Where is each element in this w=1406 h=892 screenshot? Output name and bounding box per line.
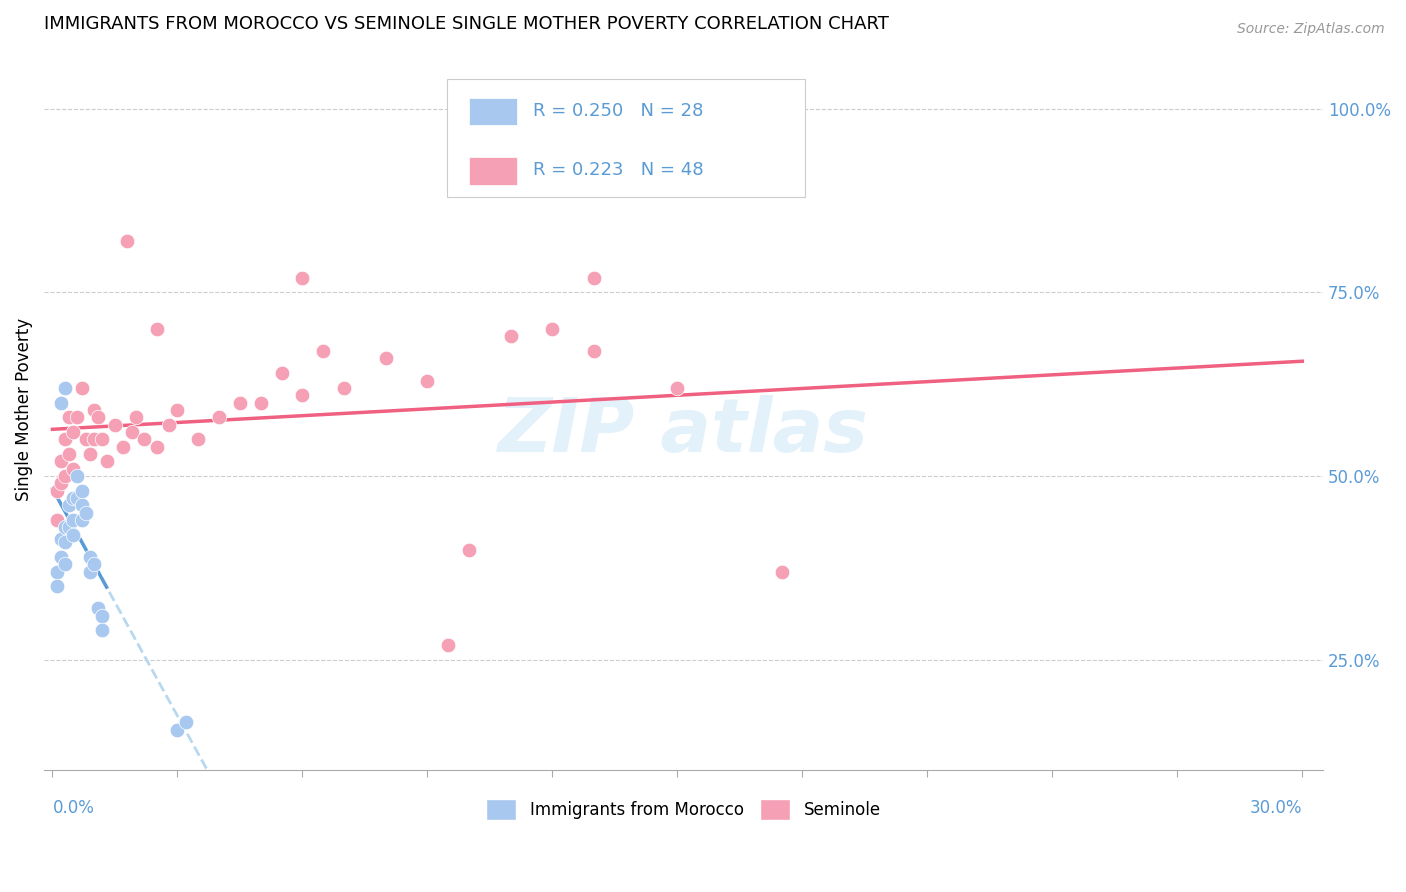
Point <box>291 388 314 402</box>
Point <box>45 579 67 593</box>
Point <box>229 395 252 409</box>
Point <box>66 410 89 425</box>
Text: Source: ZipAtlas.com: Source: ZipAtlas.com <box>1237 22 1385 37</box>
Point <box>416 374 439 388</box>
Point <box>87 410 110 425</box>
Point <box>49 549 72 564</box>
FancyBboxPatch shape <box>468 157 517 185</box>
Point <box>145 322 167 336</box>
Point <box>58 520 80 534</box>
Point <box>83 403 105 417</box>
Point <box>70 483 93 498</box>
Point <box>45 513 67 527</box>
Point <box>174 715 197 730</box>
Point <box>49 476 72 491</box>
Point <box>770 565 793 579</box>
Point <box>270 366 292 380</box>
Point <box>291 270 314 285</box>
Point <box>53 381 76 395</box>
Text: R = 0.223   N = 48: R = 0.223 N = 48 <box>533 161 703 179</box>
Point <box>49 532 72 546</box>
Point <box>62 461 84 475</box>
Point <box>79 565 101 579</box>
Point <box>121 425 143 439</box>
Point <box>458 542 481 557</box>
Point <box>499 329 522 343</box>
Point <box>70 381 93 395</box>
Point <box>75 506 97 520</box>
Point <box>49 395 72 409</box>
Point <box>125 410 148 425</box>
Y-axis label: Single Mother Poverty: Single Mother Poverty <box>15 318 32 501</box>
Point <box>62 425 84 439</box>
Text: 30.0%: 30.0% <box>1250 799 1302 817</box>
Point <box>58 499 80 513</box>
FancyBboxPatch shape <box>447 78 806 197</box>
Point <box>166 723 188 737</box>
Point <box>87 601 110 615</box>
Point <box>91 624 114 638</box>
Point <box>79 549 101 564</box>
Point <box>53 535 76 549</box>
Point <box>117 234 139 248</box>
Point <box>157 417 180 432</box>
Point <box>104 417 127 432</box>
Text: 0.0%: 0.0% <box>52 799 94 817</box>
Point <box>45 483 67 498</box>
Point <box>66 469 89 483</box>
Point <box>333 381 356 395</box>
Point <box>70 513 93 527</box>
Point <box>58 447 80 461</box>
Point <box>91 432 114 446</box>
Point <box>83 558 105 572</box>
Point <box>541 322 564 336</box>
Point <box>208 410 231 425</box>
Point <box>66 491 89 505</box>
FancyBboxPatch shape <box>468 98 517 126</box>
Point <box>374 351 396 366</box>
Point <box>312 344 335 359</box>
Point <box>83 432 105 446</box>
Point <box>58 410 80 425</box>
Legend: Immigrants from Morocco, Seminole: Immigrants from Morocco, Seminole <box>479 793 887 827</box>
Point <box>249 395 271 409</box>
Point <box>132 432 155 446</box>
Point <box>79 447 101 461</box>
Point <box>91 608 114 623</box>
Point <box>112 440 135 454</box>
Point <box>53 520 76 534</box>
Text: ZIP atlas: ZIP atlas <box>498 395 869 468</box>
Point <box>75 432 97 446</box>
Point <box>62 513 84 527</box>
Point <box>62 528 84 542</box>
Point <box>145 440 167 454</box>
Point <box>583 270 606 285</box>
Point <box>96 454 118 468</box>
Point <box>49 454 72 468</box>
Point <box>166 403 188 417</box>
Point <box>53 558 76 572</box>
Text: R = 0.250   N = 28: R = 0.250 N = 28 <box>533 102 703 120</box>
Point <box>45 565 67 579</box>
Point <box>53 469 76 483</box>
Point <box>187 432 209 446</box>
Point <box>437 638 460 652</box>
Point <box>583 344 606 359</box>
Point <box>62 491 84 505</box>
Point <box>70 499 93 513</box>
Point <box>53 432 76 446</box>
Point <box>666 381 689 395</box>
Text: IMMIGRANTS FROM MOROCCO VS SEMINOLE SINGLE MOTHER POVERTY CORRELATION CHART: IMMIGRANTS FROM MOROCCO VS SEMINOLE SING… <box>44 15 889 33</box>
